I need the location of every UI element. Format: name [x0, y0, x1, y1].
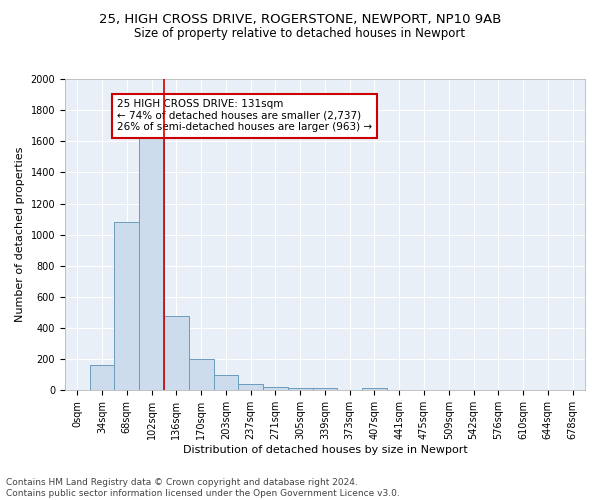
Bar [263, 387, 288, 390]
Bar [139, 138, 164, 390]
Text: Size of property relative to detached houses in Newport: Size of property relative to detached ho… [134, 28, 466, 40]
Bar [313, 388, 337, 390]
Bar [115, 222, 139, 390]
Y-axis label: Number of detached properties: Number of detached properties [15, 147, 25, 322]
Text: 25 HIGH CROSS DRIVE: 131sqm
← 74% of detached houses are smaller (2,737)
26% of : 25 HIGH CROSS DRIVE: 131sqm ← 74% of det… [117, 99, 372, 132]
Bar [362, 388, 387, 390]
Bar [214, 375, 238, 390]
X-axis label: Distribution of detached houses by size in Newport: Distribution of detached houses by size … [182, 445, 467, 455]
Bar [238, 384, 263, 390]
Bar [189, 359, 214, 390]
Text: Contains HM Land Registry data © Crown copyright and database right 2024.
Contai: Contains HM Land Registry data © Crown c… [6, 478, 400, 498]
Text: 25, HIGH CROSS DRIVE, ROGERSTONE, NEWPORT, NP10 9AB: 25, HIGH CROSS DRIVE, ROGERSTONE, NEWPOR… [99, 12, 501, 26]
Bar [288, 388, 313, 390]
Bar [164, 316, 189, 390]
Bar [89, 365, 115, 390]
